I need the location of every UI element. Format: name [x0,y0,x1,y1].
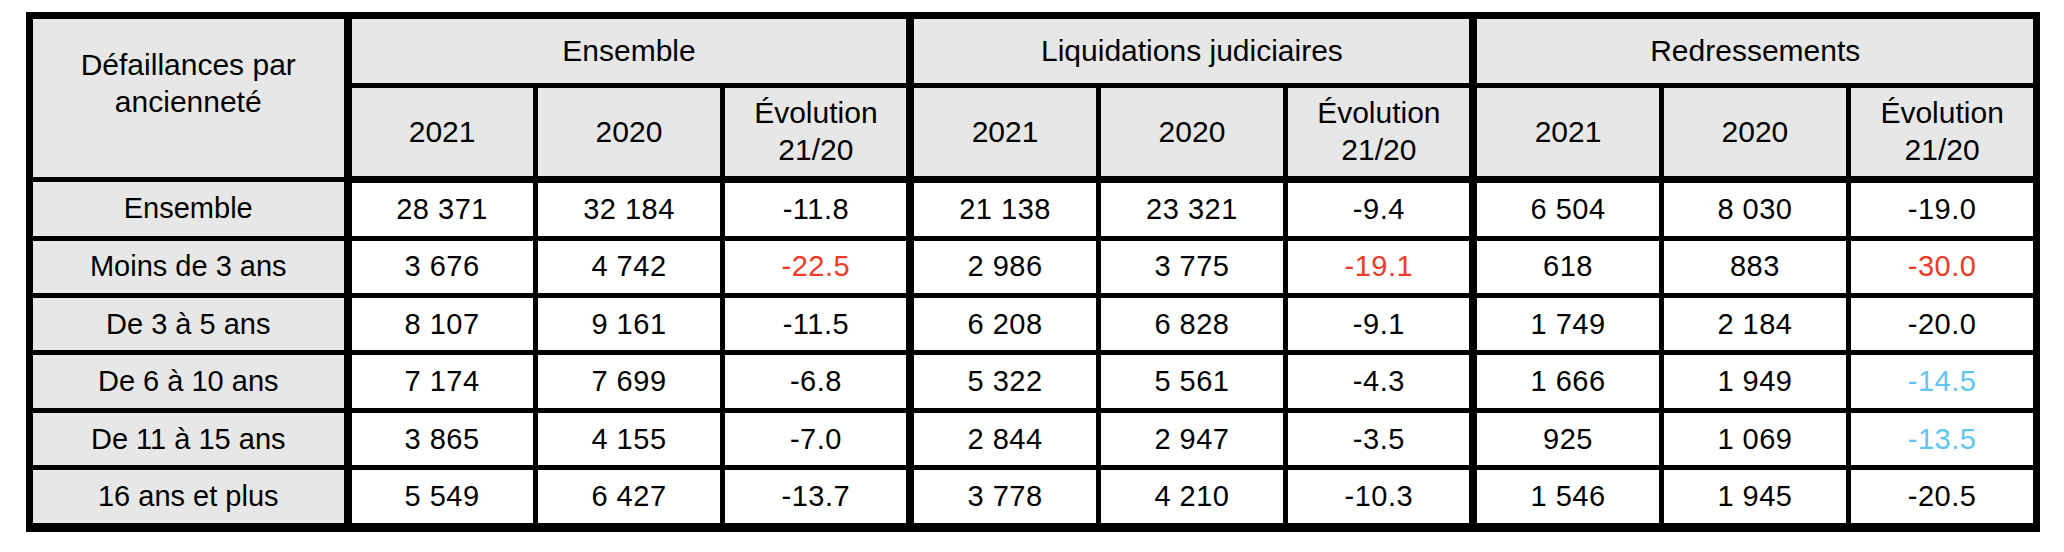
cell-liquidations-2020: 2 947 [1098,410,1286,467]
row-label-16-ans-et-plus: 16 ans et plus [30,468,348,528]
row-label-de-6-a-10-ans: De 6 à 10 ans [30,353,348,410]
table-row-ensemble: Ensemble 28 371 32 184 -11.8 21 138 23 3… [30,180,2037,239]
cell-liquidations-evolution: -9.4 [1286,180,1474,239]
col-header-ensemble-evolution: Évolution 21/20 [723,86,911,180]
cell-ensemble-2020: 4 742 [535,238,723,295]
cell-ensemble-2021: 5 549 [348,468,536,528]
cell-redressements-evolution: -20.0 [1849,295,2037,352]
cell-liquidations-2021: 3 778 [910,468,1098,528]
cell-liquidations-evolution: -4.3 [1286,353,1474,410]
cell-ensemble-evolution: -6.8 [723,353,911,410]
cell-ensemble-2021: 7 174 [348,353,536,410]
cell-ensemble-2020: 32 184 [535,180,723,239]
table-row-de-11-a-15-ans: De 11 à 15 ans 3 865 4 155 -7.0 2 844 2 … [30,410,2037,467]
col-header-liquidations-evolution: Évolution 21/20 [1286,86,1474,180]
cell-liquidations-evolution: -19.1 [1286,238,1474,295]
cell-liquidations-2021: 21 138 [910,180,1098,239]
col-header-redressements-2021: 2021 [1473,86,1661,180]
cell-redressements-2020: 8 030 [1661,180,1849,239]
cell-redressements-2021: 1 546 [1473,468,1661,528]
group-header-liquidations-judiciaires: Liquidations judiciaires [910,16,1473,86]
col-header-liquidations-2021: 2021 [910,86,1098,180]
cell-redressements-evolution: -14.5 [1849,353,2037,410]
cell-ensemble-2021: 3 865 [348,410,536,467]
cell-redressements-evolution: -19.0 [1849,180,2037,239]
cell-redressements-2021: 1 666 [1473,353,1661,410]
table-row-de-3-a-5-ans: De 3 à 5 ans 8 107 9 161 -11.5 6 208 6 8… [30,295,2037,352]
cell-ensemble-evolution: -13.7 [723,468,911,528]
col-header-liquidations-2020: 2020 [1098,86,1286,180]
col-header-ensemble-2020: 2020 [535,86,723,180]
table-row-16-ans-et-plus: 16 ans et plus 5 549 6 427 -13.7 3 778 4… [30,468,2037,528]
cell-redressements-2021: 6 504 [1473,180,1661,239]
cell-redressements-evolution: -20.5 [1849,468,2037,528]
row-label-moins-de-3-ans: Moins de 3 ans [30,238,348,295]
cell-liquidations-2021: 2 844 [910,410,1098,467]
cell-liquidations-2021: 2 986 [910,238,1098,295]
cell-ensemble-evolution: -11.5 [723,295,911,352]
cell-liquidations-2020: 3 775 [1098,238,1286,295]
table-row-moins-de-3-ans: Moins de 3 ans 3 676 4 742 -22.5 2 986 3… [30,238,2037,295]
group-header-redressements: Redressements [1473,16,2036,86]
cell-redressements-2020: 1 945 [1661,468,1849,528]
cell-ensemble-2020: 6 427 [535,468,723,528]
row-label-de-3-a-5-ans: De 3 à 5 ans [30,295,348,352]
cell-liquidations-2021: 6 208 [910,295,1098,352]
cell-liquidations-2020: 4 210 [1098,468,1286,528]
cell-redressements-2020: 883 [1661,238,1849,295]
cell-ensemble-2020: 9 161 [535,295,723,352]
cell-redressements-2021: 1 749 [1473,295,1661,352]
defaillances-par-anciennete-table: Défaillances par ancienneté Ensemble Liq… [26,12,2040,532]
cell-redressements-2020: 1 069 [1661,410,1849,467]
cell-liquidations-2020: 23 321 [1098,180,1286,239]
cell-ensemble-2020: 7 699 [535,353,723,410]
table-row-de-6-a-10-ans: De 6 à 10 ans 7 174 7 699 -6.8 5 322 5 5… [30,353,2037,410]
cell-ensemble-2020: 4 155 [535,410,723,467]
col-header-redressements-2020: 2020 [1661,86,1849,180]
defaillances-table-container: Défaillances par ancienneté Ensemble Liq… [26,12,2040,532]
col-header-redressements-evolution: Évolution 21/20 [1849,86,2037,180]
cell-ensemble-2021: 28 371 [348,180,536,239]
row-label-de-11-a-15-ans: De 11 à 15 ans [30,410,348,467]
col-header-ensemble-2021: 2021 [348,86,536,180]
cell-ensemble-2021: 3 676 [348,238,536,295]
group-header-ensemble: Ensemble [348,16,911,86]
cell-redressements-evolution: -13.5 [1849,410,2037,467]
cell-redressements-2021: 925 [1473,410,1661,467]
cell-liquidations-evolution: -3.5 [1286,410,1474,467]
corner-header: Défaillances par ancienneté [30,16,348,180]
row-label-ensemble: Ensemble [30,180,348,239]
cell-redressements-2020: 1 949 [1661,353,1849,410]
cell-liquidations-evolution: -10.3 [1286,468,1474,528]
cell-liquidations-2020: 5 561 [1098,353,1286,410]
cell-liquidations-evolution: -9.1 [1286,295,1474,352]
cell-redressements-evolution: -30.0 [1849,238,2037,295]
cell-redressements-2021: 618 [1473,238,1661,295]
group-header-row: Défaillances par ancienneté Ensemble Liq… [30,16,2037,86]
cell-redressements-2020: 2 184 [1661,295,1849,352]
cell-ensemble-evolution: -11.8 [723,180,911,239]
cell-ensemble-evolution: -22.5 [723,238,911,295]
cell-liquidations-2020: 6 828 [1098,295,1286,352]
cell-ensemble-2021: 8 107 [348,295,536,352]
cell-ensemble-evolution: -7.0 [723,410,911,467]
cell-liquidations-2021: 5 322 [910,353,1098,410]
